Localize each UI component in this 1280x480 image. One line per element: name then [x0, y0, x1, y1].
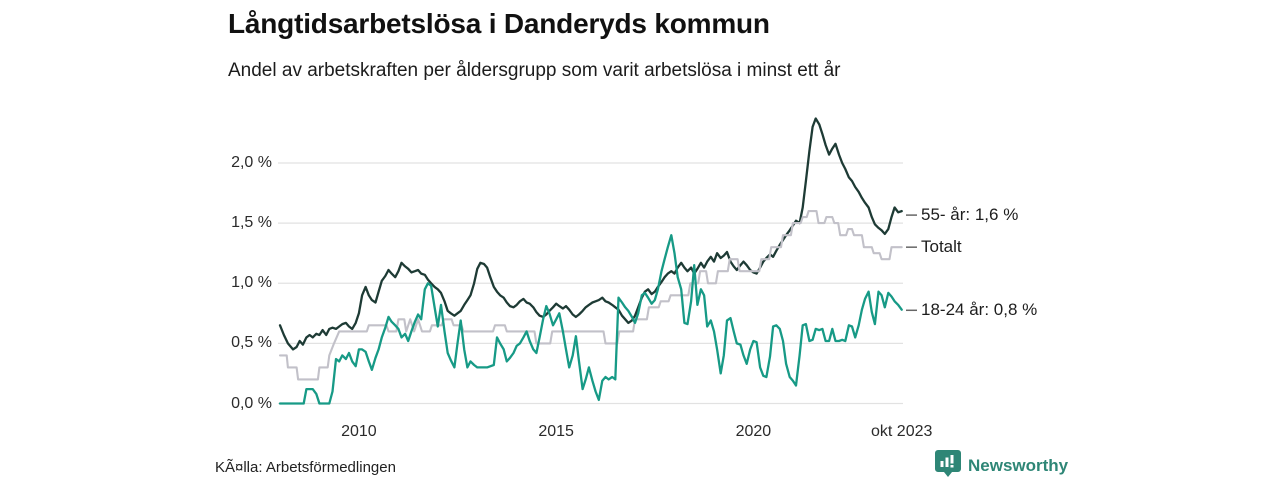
x-tick-label: 2020: [735, 423, 772, 440]
y-tick-label: 0,0 %: [231, 394, 272, 412]
series-label-totalt: Totalt: [921, 237, 962, 257]
y-tick-label: 1,0 %: [231, 274, 272, 292]
x-tick-label: 2010: [341, 423, 377, 440]
series-line-totalt: [278, 210, 903, 381]
x-tick-label: okt 2023: [871, 423, 933, 440]
series-label-18-24-r: 18-24 år: 0,8 %: [921, 300, 1038, 320]
series-line-55-r: [278, 117, 903, 351]
y-tick-label: 0,5 %: [231, 334, 272, 352]
y-tick-label: 1,5 %: [231, 214, 272, 232]
page-title: Långtidsarbetslösa i Danderyds kommun: [228, 8, 770, 39]
x-tick-label: 2015: [538, 423, 574, 440]
series-label-55-r: 55- år: 1,6 %: [921, 205, 1019, 225]
source-note: KÃ¤lla: Arbetsförmedlingen: [215, 459, 396, 476]
brand-footer: Newsworthy: [935, 450, 1068, 480]
chart-subtitle: Andel av arbetskraften per åldersgrupp s…: [228, 60, 841, 81]
series-line-18-24-r: [278, 234, 903, 405]
y-tick-label: 2,0 %: [231, 154, 272, 171]
brand-name: Newsworthy: [968, 456, 1069, 475]
newsworthy-logo-icon: [935, 450, 961, 480]
